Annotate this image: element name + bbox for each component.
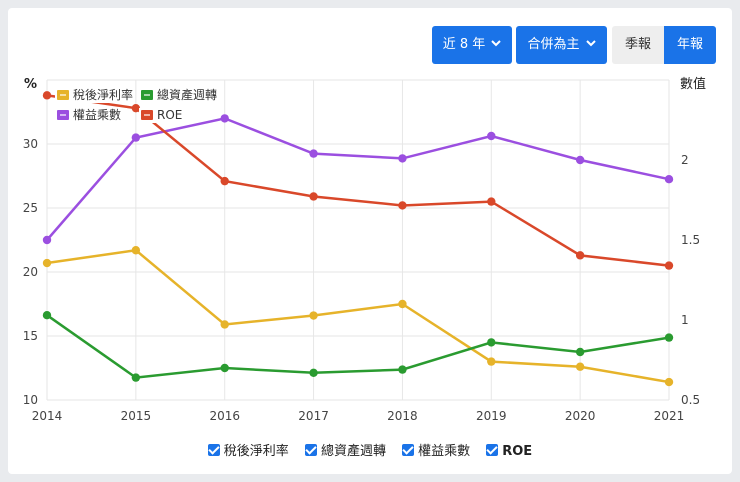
data-point (131, 133, 141, 142)
x-tick-label: 2018 (387, 409, 418, 423)
legend-bg (139, 88, 211, 103)
data-point (575, 347, 585, 357)
data-point (398, 365, 407, 374)
legend-bottom: 稅後淨利率 總資產週轉 權益乘數 ROE (8, 440, 732, 459)
series-line (46, 314, 670, 379)
left-axis-label: % (24, 77, 37, 92)
x-tick-label: 2017 (298, 409, 329, 423)
x-tick-label: 2020 (565, 409, 596, 423)
data-point (220, 114, 229, 123)
data-point (575, 362, 585, 371)
data-point (42, 258, 52, 268)
right-tick-label: 1 (681, 313, 689, 327)
data-point (42, 235, 52, 245)
chevron-down-icon (585, 40, 596, 47)
legend-bg (55, 88, 127, 103)
left-tick-label: 25 (23, 201, 38, 215)
data-point (575, 251, 585, 260)
data-point (398, 299, 407, 309)
data-point (487, 197, 496, 206)
x-tick-label: 2015 (121, 409, 152, 423)
checkbox-checked-icon[interactable] (402, 444, 415, 456)
left-tick-label: 30 (23, 137, 38, 151)
data-point (309, 192, 318, 201)
data-point (309, 311, 318, 320)
line-chart: 10 15 20 25 30% 0.5 1 1.5 2 數值 2014 2015 2016 2017 201… (23, 76, 706, 423)
x-tick-label: 2021 (654, 409, 685, 423)
data-point (398, 154, 407, 163)
data-point (131, 246, 141, 255)
series-line (46, 117, 670, 241)
left-tick-label: 15 (23, 329, 38, 343)
right-tick-label: 2 (681, 153, 689, 167)
legend-bg (55, 108, 127, 123)
x-tick-label: 2016 (209, 409, 240, 423)
data-point (575, 155, 585, 165)
scope-dropdown-button[interactable]: 合併為主 (516, 26, 607, 64)
x-tick-label: 2014 (32, 409, 63, 423)
left-tick-label: 20 (23, 265, 38, 279)
data-point (664, 377, 674, 387)
data-point (487, 338, 496, 347)
right-axis-label: 數值 (680, 76, 706, 92)
period-label: 近 8 年 (442, 37, 486, 52)
legend-toggle-label: 總資產週轉 (320, 444, 386, 459)
legend-toggle-label: 稅後淨利率 (223, 444, 289, 459)
data-point (220, 320, 229, 329)
right-tick-label: 1.5 (681, 233, 700, 247)
legend-label: ROE (157, 108, 182, 122)
data-point (398, 201, 407, 210)
data-point (487, 357, 496, 366)
gridlines (46, 79, 670, 401)
legend-toggle-net-margin[interactable]: 稅後淨利率 (207, 440, 289, 459)
period-dropdown-button[interactable]: 近 8 年 (432, 26, 512, 64)
legend-label: 稅後淨利率 (73, 87, 133, 102)
legend-toggle-label: 權益乘數 (418, 444, 471, 459)
series-line (46, 248, 670, 384)
x-tick-label: 2019 (476, 409, 507, 423)
chevron-down-icon (491, 40, 501, 47)
left-tick-label: 10 (23, 393, 38, 407)
data-point (309, 149, 318, 158)
legend-label: 權益乘數 (73, 108, 121, 122)
legend-toggle-roe[interactable]: ROE (486, 444, 532, 459)
checkbox-checked-icon[interactable] (304, 444, 317, 456)
data-point (664, 261, 674, 270)
chart-card: 近 8 年 合併為主 季報 年報 10 15 20 25 30% 0.5 1 1.5 2 數值 20… (8, 8, 732, 474)
data-point (220, 176, 229, 186)
quarterly-toggle-button[interactable]: 季報 (612, 26, 664, 64)
data-point (131, 103, 141, 113)
data-point (220, 363, 229, 373)
legend-toggle-label: ROE (502, 444, 533, 459)
data-point (309, 368, 318, 377)
series (42, 91, 674, 387)
scope-label: 合併為主 (527, 37, 580, 52)
checkbox-checked-icon[interactable] (486, 444, 499, 456)
legend-label: 總資產週轉 (157, 87, 217, 102)
axes: 10 15 20 25 30% 0.5 1 1.5 2 數值 2014 2015 2016 2017 201… (23, 76, 706, 423)
data-point (664, 333, 674, 342)
annual-toggle-button[interactable]: 年報 (664, 26, 716, 64)
legend-toggle-asset-turnover[interactable]: 總資產週轉 (304, 440, 386, 459)
legend-toggle-equity-multiplier[interactable]: 權益乘數 (402, 440, 470, 459)
data-point (664, 175, 674, 184)
data-point (42, 91, 52, 100)
right-tick-label: 0.5 (681, 393, 700, 407)
data-point (131, 373, 141, 382)
checkbox-checked-icon[interactable] (207, 444, 220, 456)
data-point (42, 311, 52, 320)
data-point (487, 131, 496, 141)
